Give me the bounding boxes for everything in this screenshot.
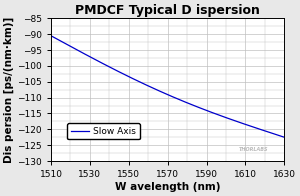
Title: PMDCF Typical D ispersion: PMDCF Typical D ispersion [75, 4, 260, 17]
Slow Axis [49, 35, 53, 37]
Slow Axis [161, 92, 165, 94]
Slow Axis [188, 103, 192, 105]
Line: Slow Axis: Slow Axis [51, 36, 284, 137]
Text: THORLABS: THORLABS [238, 147, 268, 152]
Slow Axis [240, 122, 244, 124]
X-axis label: W avelength (nm): W avelength (nm) [115, 182, 220, 192]
Slow Axis [176, 98, 179, 100]
Slow Axis [283, 136, 286, 138]
Y-axis label: Dis persion [ps/(nm·km)]: Dis persion [ps/(nm·km)] [4, 16, 14, 163]
Slow Axis [277, 134, 281, 137]
Legend: Slow Axis: Slow Axis [67, 123, 140, 139]
Slow Axis [160, 91, 164, 93]
